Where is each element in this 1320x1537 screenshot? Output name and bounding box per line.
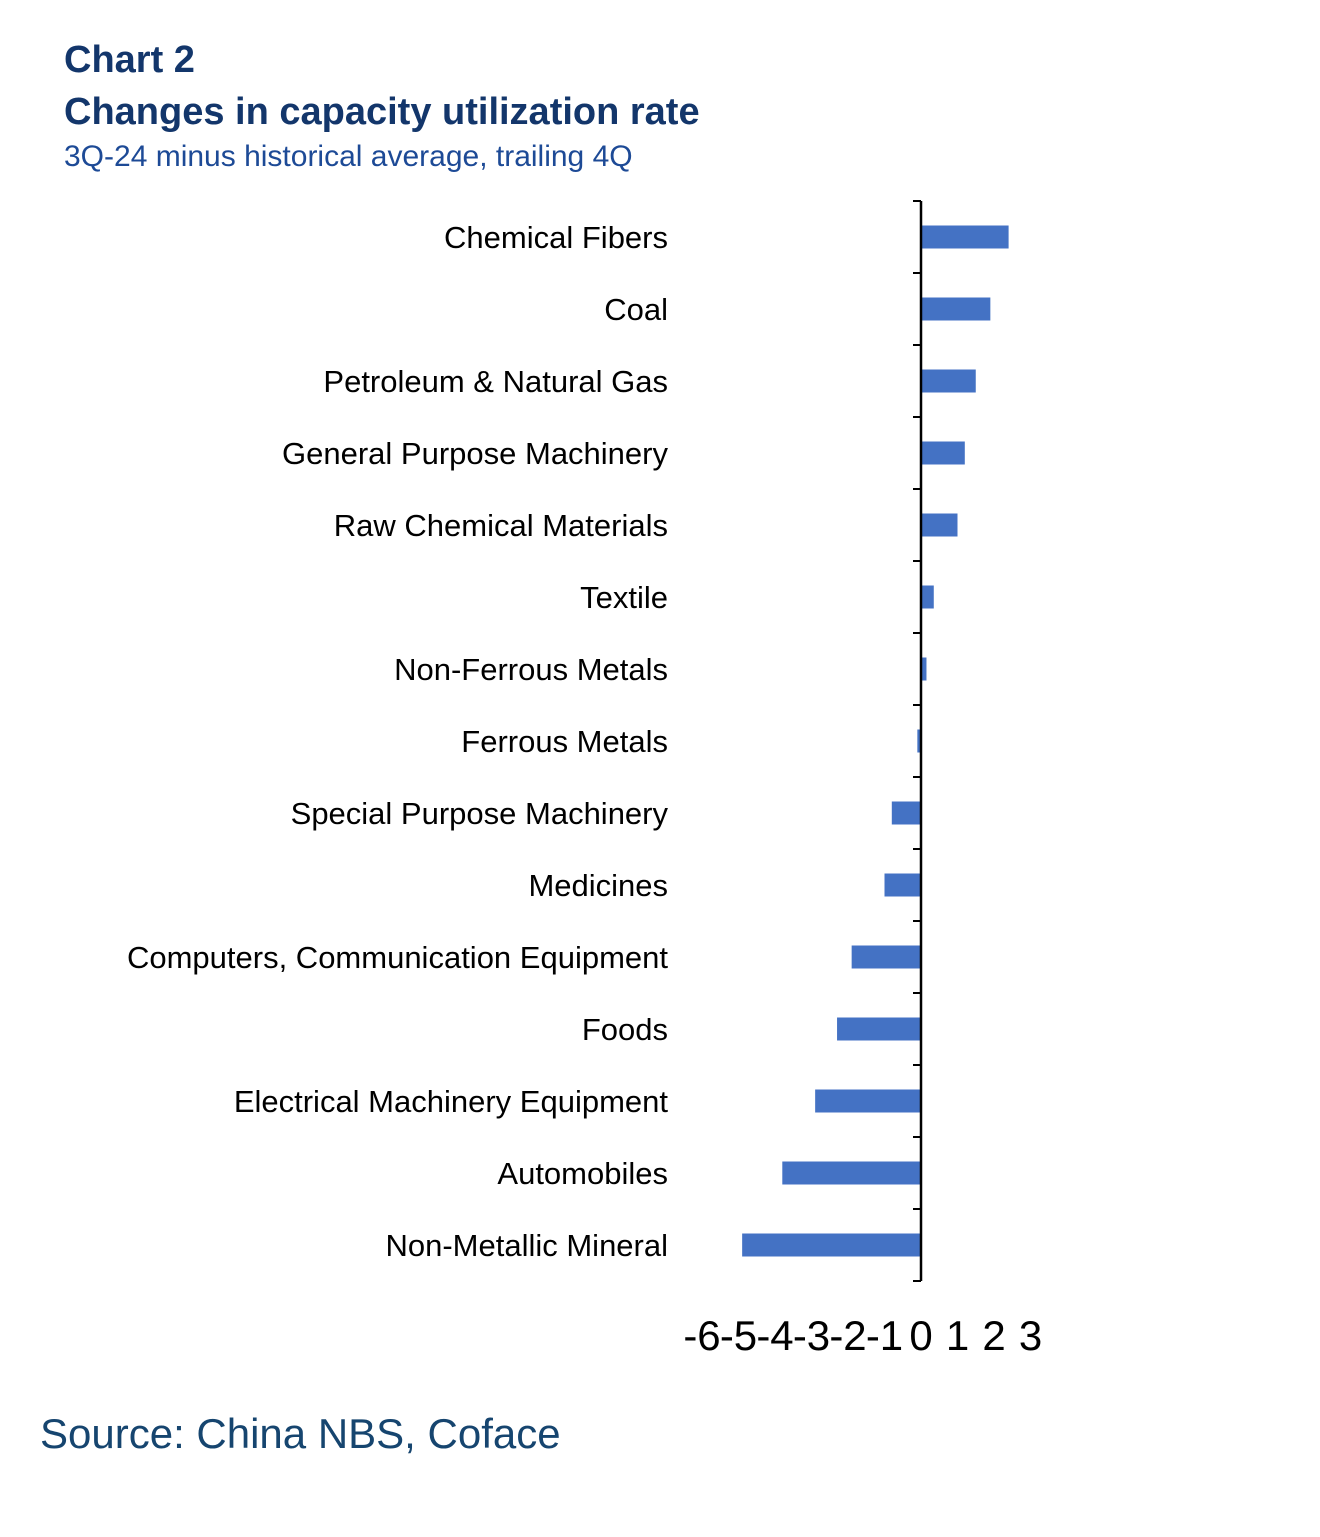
bar [891,801,921,825]
bar [782,1161,921,1185]
bar [921,225,1009,249]
category-label: Medicines [528,868,668,903]
bar [921,585,934,609]
chart-subtitle: 3Q-24 minus historical average, trailing… [64,140,633,173]
x-tick-label: 2 [982,1312,1005,1359]
x-tick-labels: -6 -5 -4 -3 -2 -1 0 1 2 3 [683,1312,1042,1359]
x-tick-label: 3 [1019,1312,1042,1359]
category-label: Textile [580,580,668,615]
category-label: Ferrous Metals [461,724,668,759]
category-label: Automobiles [497,1156,668,1191]
bar [815,1089,921,1113]
x-tick-label: -2 [829,1312,866,1359]
bar [917,729,921,753]
bar [837,1017,921,1041]
bar [742,1233,921,1257]
category-label: Petroleum & Natural Gas [323,364,668,399]
category-label: Foods [582,1012,668,1047]
chart-title: Changes in capacity utilization rate [64,91,700,133]
category-label: General Purpose Machinery [282,436,668,471]
bar-chart: Chemical Fibers Coal Petroleum & Natural G… [127,200,1042,1359]
category-label: Computers, Communication Equipment [127,940,668,975]
x-tick-label: -3 [793,1312,830,1359]
chart-label: Chart 2 [64,39,195,81]
bars-layer [742,225,1009,1257]
category-label: Non-Metallic Mineral [385,1228,668,1263]
bar [921,441,965,465]
source-note: Source: China NBS, Coface [40,1410,561,1457]
bar [921,513,958,537]
category-labels: Chemical Fibers Coal Petroleum & Natural G… [127,220,669,1263]
category-label: Non-Ferrous Metals [394,652,668,687]
category-label: Electrical Machinery Equipment [234,1084,669,1119]
value-axis [913,200,923,1282]
x-tick-label: 1 [946,1312,969,1359]
x-tick-label: -4 [756,1312,793,1359]
x-tick-label: -5 [720,1312,757,1359]
bar [921,369,976,393]
category-label: Chemical Fibers [444,220,668,255]
x-tick-label: 0 [909,1312,932,1359]
x-tick-label: -6 [683,1312,720,1359]
bar [884,873,921,897]
category-label: Special Purpose Machinery [291,796,669,831]
bar [921,657,927,681]
bar [851,945,921,969]
x-tick-label: -1 [866,1312,903,1359]
category-label: Coal [604,292,668,327]
category-label: Raw Chemical Materials [334,508,668,543]
bar [921,297,991,321]
